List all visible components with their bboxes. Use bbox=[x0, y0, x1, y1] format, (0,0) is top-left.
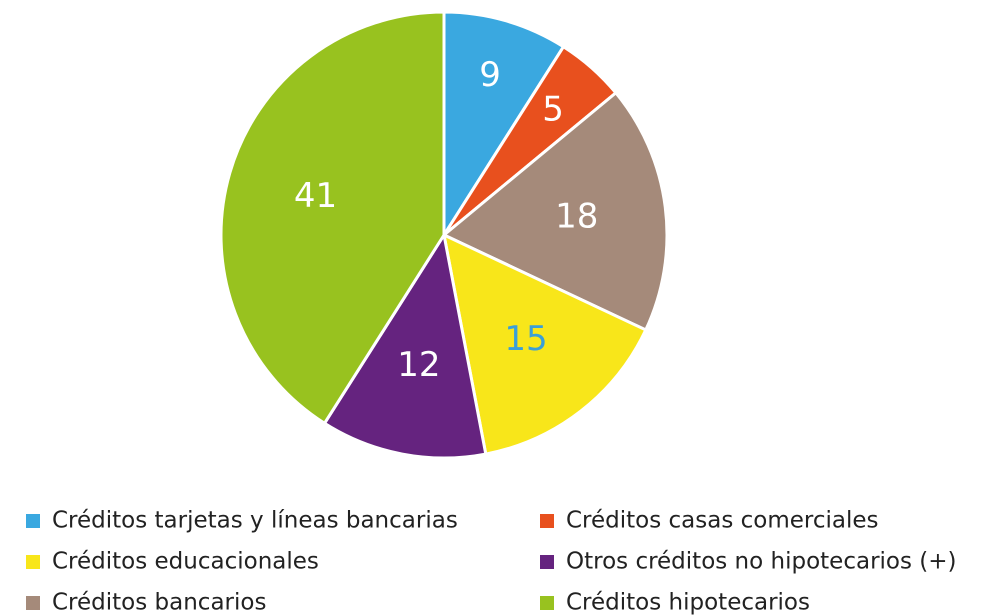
data-label: 9 bbox=[479, 55, 501, 95]
pie-slice bbox=[322, 230, 488, 460]
legend-label: Créditos educacionales bbox=[52, 549, 319, 575]
legend-swatch bbox=[540, 514, 554, 528]
legend-swatch bbox=[540, 596, 554, 610]
pie-slice bbox=[441, 232, 648, 456]
legend-label: Créditos casas comerciales bbox=[566, 508, 879, 534]
legend-swatch bbox=[26, 514, 40, 528]
legend-label: Créditos bancarios bbox=[52, 590, 266, 615]
data-label: 15 bbox=[504, 319, 547, 359]
data-label: 18 bbox=[555, 197, 598, 237]
pie-slice bbox=[219, 10, 446, 426]
data-label: 5 bbox=[542, 90, 564, 130]
pie-slice bbox=[441, 90, 669, 332]
data-label: 12 bbox=[397, 345, 440, 385]
legend-label: Créditos hipotecarios bbox=[566, 590, 810, 615]
legend-swatch bbox=[26, 555, 40, 569]
data-label: 41 bbox=[294, 176, 337, 216]
legend-swatch bbox=[540, 555, 554, 569]
legend-swatch bbox=[26, 596, 40, 610]
legend-label: Créditos tarjetas y líneas bancarias bbox=[52, 508, 458, 534]
legend-label: Otros créditos no hipotecarios (+) bbox=[566, 549, 957, 575]
pie-slice bbox=[442, 10, 566, 241]
